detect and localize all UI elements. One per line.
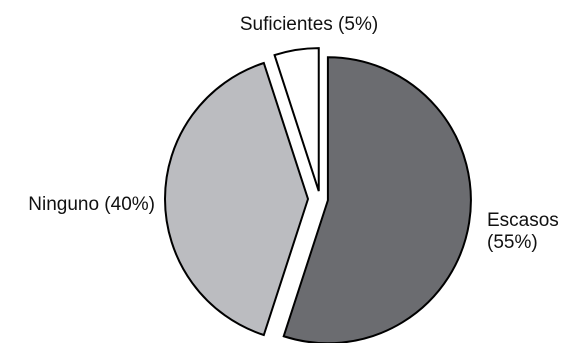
slice-label-name: Escasos: [487, 210, 559, 231]
slice-label-percent: (55%): [487, 232, 538, 253]
slice-label-escasos: Escasos (55%): [487, 210, 559, 253]
pie-slices: [164, 47, 472, 343]
slice-label-suficientes: Suficientes (5%): [240, 14, 378, 35]
slice-label-ninguno: Ninguno (40%): [28, 194, 155, 215]
pie-labels: Escasos (55%) Ninguno (40%) Suficientes (5%…: [28, 14, 559, 253]
pie-slice-escasos: [282, 56, 472, 343]
pie-slice-suficientes: [273, 47, 320, 192]
pie-slice-ninguno: [164, 61, 310, 337]
